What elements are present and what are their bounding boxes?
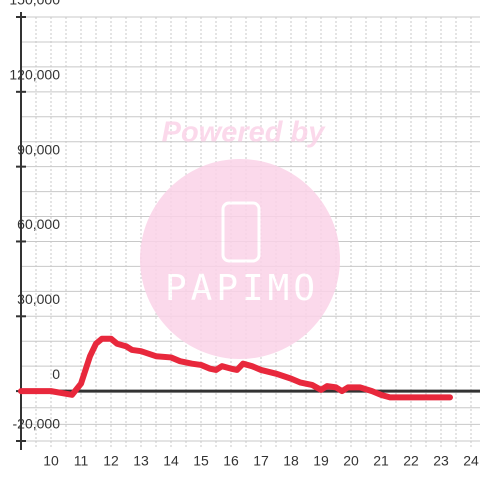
watermark-icon <box>221 201 261 263</box>
x-tick-label: 13 <box>133 453 149 469</box>
x-tick-label: 24 <box>463 453 479 469</box>
x-tick-label: 11 <box>74 453 89 469</box>
watermark-logo: PAPIMO <box>165 268 319 309</box>
y-tick-label: -20,000 <box>13 416 61 432</box>
x-tick-label: 15 <box>193 453 209 469</box>
x-tick-label: 12 <box>103 453 119 469</box>
x-tick-label: 14 <box>163 453 179 469</box>
x-tick-label: 16 <box>223 453 239 469</box>
y-tick-label: 30,000 <box>17 291 60 307</box>
x-tick-label: 17 <box>253 453 269 469</box>
x-tick-label: 19 <box>313 453 329 469</box>
y-tick-label: 60,000 <box>17 216 60 232</box>
x-tick-label: 10 <box>43 453 59 469</box>
watermark-circle <box>140 159 340 359</box>
x-tick-label: 22 <box>403 453 419 469</box>
watermark-text: Powered by <box>162 117 327 149</box>
line <box>18 335 453 401</box>
y-tick-label: 0 <box>52 366 60 382</box>
y-tick-label: 150,000 <box>9 0 60 8</box>
watermark: Powered by PAPIMO <box>140 117 340 359</box>
y-tick-label: 90,000 <box>17 141 60 157</box>
x-tick-label: 18 <box>283 453 299 469</box>
y-tick-label: 120,000 <box>9 67 60 83</box>
x-tick-label: 21 <box>373 453 389 469</box>
x-tick-label: 20 <box>343 453 359 469</box>
x-tick-label: 23 <box>433 453 449 469</box>
